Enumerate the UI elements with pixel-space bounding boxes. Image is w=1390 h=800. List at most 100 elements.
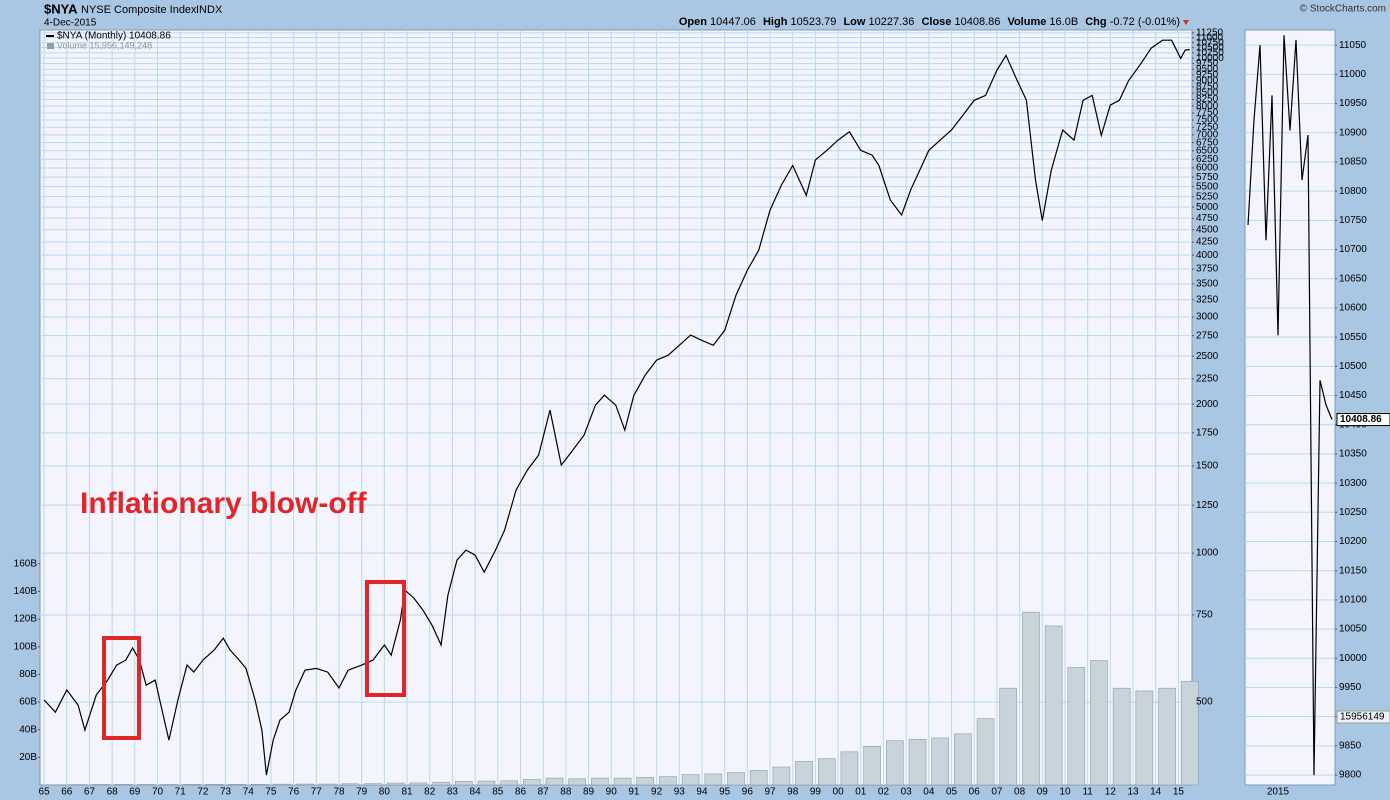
- x-tick-label: 68: [107, 787, 119, 798]
- y-tick-label: 11050: [1339, 40, 1367, 51]
- low: 10227.36: [869, 16, 915, 28]
- y-tick-label: 2000: [1196, 399, 1219, 410]
- x-tick-label: 03: [901, 787, 913, 798]
- volume-bar: [636, 777, 655, 786]
- x-tick-label: 69: [129, 787, 141, 798]
- y-tick-label: 11000: [1339, 69, 1367, 80]
- y-tick-label: 3750: [1196, 264, 1219, 275]
- bars: [46, 611, 1199, 786]
- y-tick-label: 10100: [1339, 595, 1367, 606]
- y-tick-label: 7750: [1196, 108, 1219, 119]
- open: 10447.06: [710, 16, 756, 28]
- y-tick-label: 7250: [1196, 122, 1219, 133]
- lines: [43, 35, 1333, 776]
- x-tick-label: 67: [84, 787, 96, 798]
- exchange: INDX: [196, 4, 223, 16]
- volume: 16.0B: [1049, 16, 1078, 28]
- volume-bar: [205, 784, 224, 786]
- volume-bar: [1158, 687, 1176, 786]
- volume-value-box: [1336, 710, 1390, 724]
- y-tick-label: 9500: [1196, 64, 1219, 75]
- close: 10408.86: [954, 16, 1000, 28]
- y-tick-label: 500: [1196, 697, 1213, 708]
- y-tick-label: 10750: [1339, 215, 1367, 226]
- y-tick-label: 10850: [1339, 157, 1367, 168]
- volume-label: Volume: [1007, 16, 1046, 28]
- x-tick-label: 11: [1082, 787, 1093, 798]
- x-tick-label: 83: [447, 787, 459, 798]
- close-label: Close: [921, 16, 951, 28]
- volume-bar: [613, 777, 632, 786]
- volume-bar: [341, 783, 360, 786]
- x-tick-label: 14: [1150, 787, 1162, 798]
- highlight-box: [102, 636, 141, 740]
- x-tick-label: 74: [243, 787, 255, 798]
- y-tick-label: 10900: [1339, 127, 1367, 138]
- y-tick-label: 10350: [1339, 449, 1367, 460]
- legend-label: $NYA (Monthly) 10408.86: [57, 31, 171, 42]
- y-tick-label: 4250: [1196, 237, 1219, 248]
- price-line: [43, 39, 1190, 776]
- y-tick-label: 750: [1196, 610, 1213, 621]
- x-tick-label: 92: [651, 787, 663, 798]
- x-tick-label: 66: [61, 787, 73, 798]
- y-tick-label: 6250: [1196, 154, 1219, 165]
- y-tick-label: 100B: [14, 641, 38, 652]
- y-tick-label: 10200: [1339, 536, 1367, 547]
- x-tick-label: 91: [628, 787, 640, 798]
- high-label: High: [763, 16, 788, 28]
- last-value-label: 10408.86: [1340, 414, 1382, 425]
- x-tick-label: 93: [674, 787, 686, 798]
- y-tick-label: 120B: [14, 614, 38, 625]
- x-tick-label: 02: [878, 787, 890, 798]
- volume-bar: [432, 781, 450, 786]
- y-tick-label: 5750: [1196, 172, 1219, 183]
- y-tick-label: 9800: [1339, 770, 1362, 781]
- volume-bar: [386, 782, 405, 786]
- volume-bar: [931, 737, 949, 786]
- y-tick-label: 4500: [1196, 224, 1219, 235]
- y-tick-label: 10650: [1339, 273, 1367, 284]
- index-name: NYSE Composite Index: [81, 4, 197, 16]
- volume-bar: [840, 751, 859, 786]
- y-tick-label: 10000: [1196, 53, 1224, 64]
- x-tick-label: 82: [424, 787, 436, 798]
- y-tick-label: 10550: [1339, 332, 1367, 343]
- volume-bar: [591, 777, 609, 786]
- volume-bar: [114, 784, 133, 786]
- x-tick-label: 94: [696, 787, 708, 798]
- y-tick-label: 6000: [1196, 163, 1219, 174]
- x-tick-label: 06: [969, 787, 981, 798]
- symbol: $NYA: [44, 1, 78, 16]
- y-tick-label: 2750: [1196, 330, 1219, 341]
- x-tick-label: 2015: [1267, 787, 1290, 798]
- x-tick-label: 80: [379, 787, 391, 798]
- volume-bar: [954, 733, 972, 786]
- volume-bar: [137, 784, 155, 786]
- y-tick-label: 9750: [1196, 58, 1219, 69]
- y-tick-label: 9950: [1339, 682, 1362, 693]
- y-tick-label: 11000: [1196, 32, 1224, 43]
- x-tick-label: 65: [39, 787, 51, 798]
- volume-bar: [1180, 680, 1199, 786]
- grid: [38, 30, 1337, 785]
- volume-bar: [976, 718, 995, 786]
- x-tick-label: 79: [356, 787, 368, 798]
- x-tick-label: 97: [764, 787, 776, 798]
- volume-bar: [568, 778, 587, 786]
- x-tick-label: 71: [175, 787, 187, 798]
- y-tick-label: 6500: [1196, 145, 1219, 156]
- volume-bar: [1067, 667, 1086, 786]
- y-tick-label: 10500: [1339, 361, 1367, 372]
- annotation: Inflationary blow-off: [80, 487, 368, 520]
- x-tick-label: 95: [719, 787, 731, 798]
- y-tick-label: 10750: [1196, 37, 1224, 48]
- volume-bar: [454, 780, 473, 786]
- y-tick-label: 8500: [1196, 88, 1219, 99]
- volume-bar: [273, 783, 292, 786]
- volume-bar: [772, 766, 791, 786]
- x-tick-label: 15: [1173, 787, 1185, 798]
- volume-bar: [250, 784, 269, 786]
